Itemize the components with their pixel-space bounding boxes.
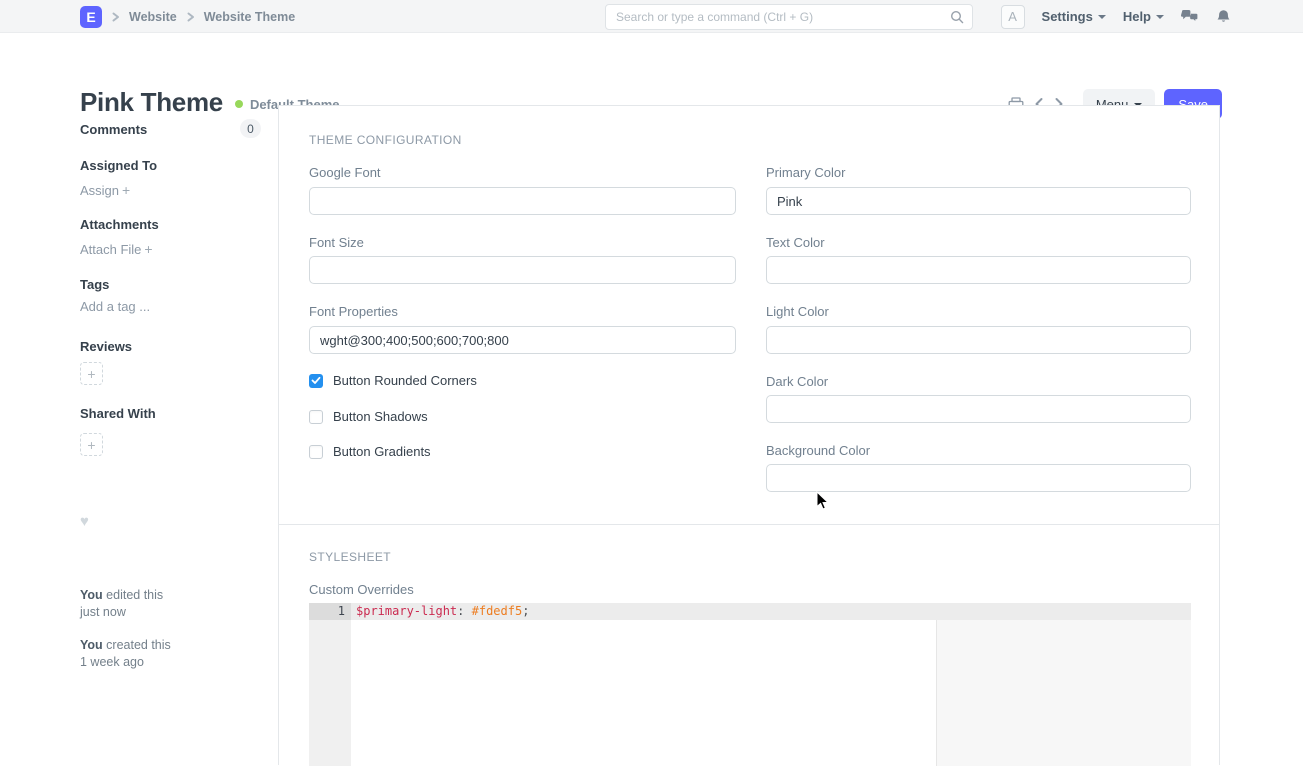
editor-margin-zone [937, 603, 1191, 766]
primary-color-label: Primary Color [766, 165, 846, 180]
comments-link[interactable]: Comments [80, 122, 148, 137]
like-heart-icon[interactable]: ♥ [80, 513, 89, 530]
font-properties-label: Font Properties [309, 304, 398, 319]
font-properties-input[interactable] [309, 326, 736, 354]
chevron-down-icon [1134, 102, 1143, 107]
editor-active-line [351, 603, 1191, 620]
help-menu[interactable]: Help [1123, 9, 1164, 24]
global-search [605, 4, 973, 30]
breadcrumb-website[interactable]: Website [129, 9, 177, 24]
text-color-input[interactable] [766, 256, 1191, 284]
editor-gutter [309, 603, 351, 766]
settings-label: Settings [1041, 9, 1093, 24]
page-title: Pink Theme [80, 87, 223, 117]
chevron-right-icon [186, 12, 195, 22]
google-font-label: Google Font [309, 165, 381, 180]
edited-when: just now [80, 605, 126, 619]
add-tag-button[interactable]: Add a tag ... [80, 299, 151, 314]
chat-icon[interactable] [1181, 9, 1199, 24]
checkbox-unchecked-icon [309, 409, 323, 424]
editor-line-number: 1 [337, 604, 345, 618]
chevron-down-icon [1156, 15, 1164, 19]
attach-file-label: Attach File [80, 242, 142, 257]
form-sidebar: Comments 0 Assigned To Assign + Attachmen… [80, 105, 261, 765]
font-size-label: Font Size [309, 235, 364, 250]
help-label: Help [1122, 9, 1151, 24]
search-input[interactable] [605, 4, 973, 30]
edited-info: You edited this just now [80, 587, 163, 621]
section-stylesheet: STYLESHEET [309, 550, 392, 564]
semicolon-token: ; [522, 604, 530, 618]
app-logo[interactable]: E [80, 5, 102, 28]
chevron-down-icon [1097, 15, 1106, 19]
plus-icon: + [122, 182, 131, 198]
edited-who: You [80, 588, 103, 602]
section-divider [279, 524, 1219, 525]
edited-action: edited this [106, 588, 164, 602]
breadcrumb: E Website Website Theme [80, 0, 295, 33]
settings-menu[interactable]: Settings [1042, 9, 1106, 24]
created-who: You [80, 638, 103, 652]
editor-code-line: $primary-light: #fdedf5; [356, 603, 529, 620]
colon-token: : [457, 604, 465, 618]
navbar-right: A Settings Help [1000, 0, 1231, 33]
font-size-input[interactable] [309, 256, 736, 284]
background-color-label: Background Color [766, 443, 871, 458]
created-when: 1 week ago [80, 655, 144, 669]
chevron-right-icon [111, 12, 120, 22]
scss-variable-token: $primary-light [356, 604, 458, 618]
attachments-heading: Attachments [80, 217, 159, 232]
color-value-token: #fdedf5 [464, 604, 523, 618]
google-font-input[interactable] [309, 187, 736, 215]
assign-label: Assign [80, 183, 120, 198]
assigned-to-heading: Assigned To [80, 158, 158, 173]
checkbox-label: Button Gradients [333, 444, 431, 459]
add-share-button[interactable]: + [80, 433, 103, 456]
notifications-bell-icon[interactable] [1216, 9, 1231, 25]
navbar: E Website Website Theme A Settings Help [0, 0, 1303, 33]
custom-overrides-code-editor[interactable]: 1 $primary-light: #fdedf5; [309, 603, 1191, 766]
green-dot-icon [234, 100, 243, 108]
attach-file-button[interactable]: Attach File + [80, 241, 153, 257]
text-color-label: Text Color [766, 235, 825, 250]
editor-print-margin [936, 603, 937, 766]
comments-count-badge[interactable]: 0 [240, 119, 261, 138]
avatar[interactable]: A [1000, 4, 1025, 29]
background-color-input[interactable] [766, 464, 1191, 492]
light-color-label: Light Color [766, 304, 829, 319]
assign-button[interactable]: Assign + [80, 182, 130, 198]
search-icon [950, 10, 964, 29]
tags-heading: Tags [80, 277, 110, 292]
dark-color-label: Dark Color [766, 374, 829, 389]
checkbox-checked-icon [309, 373, 323, 388]
button-gradients-checkbox[interactable]: Button Gradients [309, 444, 431, 459]
created-action: created this [106, 638, 171, 652]
checkbox-unchecked-icon [309, 444, 323, 459]
button-shadows-checkbox[interactable]: Button Shadows [309, 409, 428, 424]
shared-with-heading: Shared With [80, 406, 156, 421]
breadcrumb-website-theme[interactable]: Website Theme [203, 9, 296, 24]
plus-icon: + [87, 436, 96, 453]
editor-gutter-active-cell [309, 603, 351, 620]
dark-color-input[interactable] [766, 395, 1191, 423]
primary-color-input[interactable] [766, 187, 1191, 215]
page-header: Pink Theme Default Theme Menu Save [0, 33, 1303, 119]
add-review-button[interactable]: + [80, 362, 103, 385]
created-info: You created this 1 week ago [80, 637, 171, 671]
checkbox-label: Button Shadows [333, 409, 428, 424]
reviews-heading: Reviews [80, 339, 133, 354]
light-color-input[interactable] [766, 326, 1191, 354]
custom-overrides-label: Custom Overrides [309, 582, 414, 597]
form-body: THEME CONFIGURATION Google Font Font Siz… [278, 105, 1220, 766]
plus-icon: + [144, 241, 153, 257]
button-rounded-corners-checkbox[interactable]: Button Rounded Corners [309, 373, 477, 388]
section-theme-configuration: THEME CONFIGURATION [309, 133, 462, 147]
plus-icon: + [87, 365, 96, 382]
checkbox-label: Button Rounded Corners [333, 373, 477, 388]
